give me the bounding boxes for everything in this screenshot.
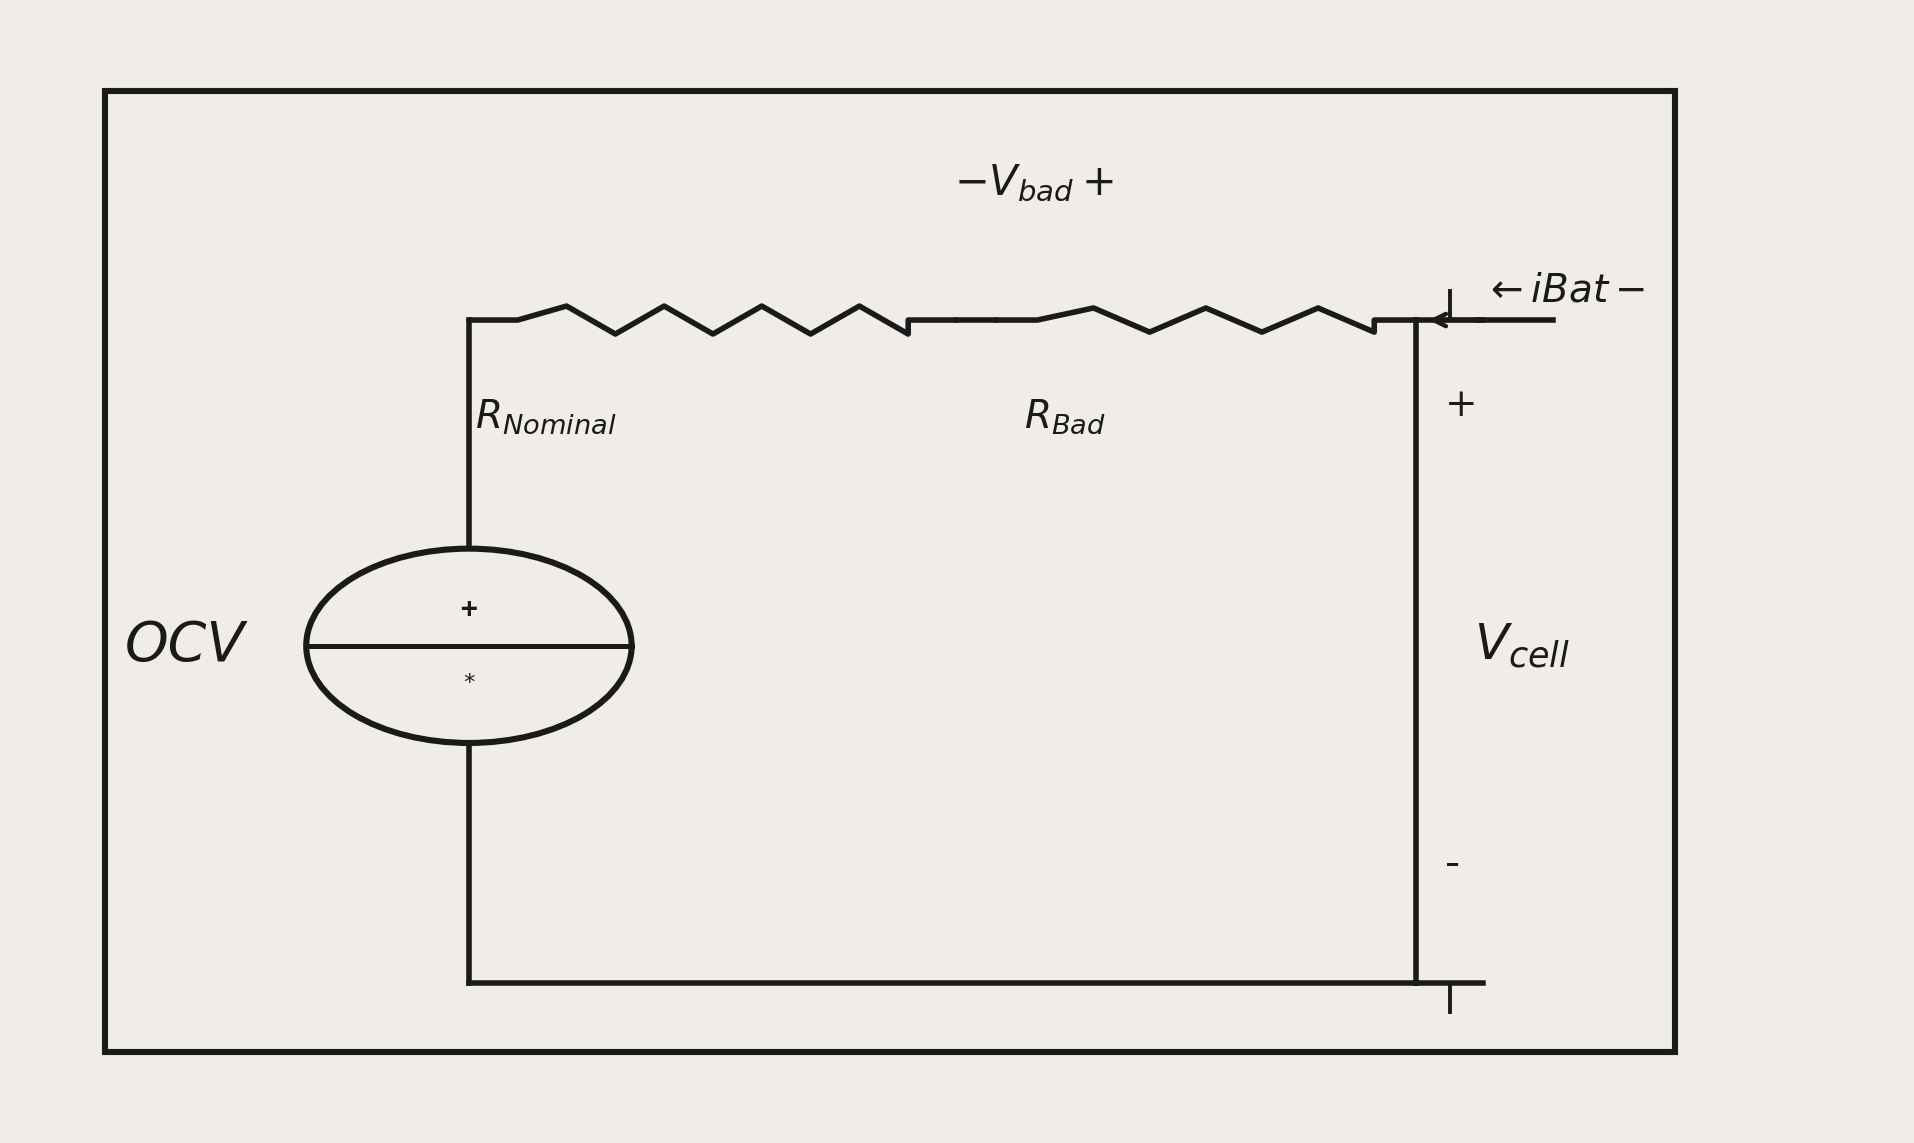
Text: $R_{Bad}$: $R_{Bad}$ bbox=[1024, 398, 1106, 437]
Text: -: - bbox=[1445, 841, 1460, 885]
Bar bbox=[105, 91, 1675, 1052]
Text: OCV: OCV bbox=[124, 620, 245, 672]
Text: $R_{Nominal}$: $R_{Nominal}$ bbox=[475, 398, 616, 437]
Text: $V_{cell}$: $V_{cell}$ bbox=[1474, 621, 1569, 671]
Text: *: * bbox=[463, 673, 475, 693]
Text: +: + bbox=[1445, 387, 1478, 424]
Text: $\leftarrow iBat -$: $\leftarrow iBat -$ bbox=[1483, 273, 1646, 310]
Text: +: + bbox=[461, 594, 477, 623]
Text: $-V_{bad}+$: $-V_{bad}+$ bbox=[953, 162, 1114, 203]
Circle shape bbox=[306, 549, 632, 743]
